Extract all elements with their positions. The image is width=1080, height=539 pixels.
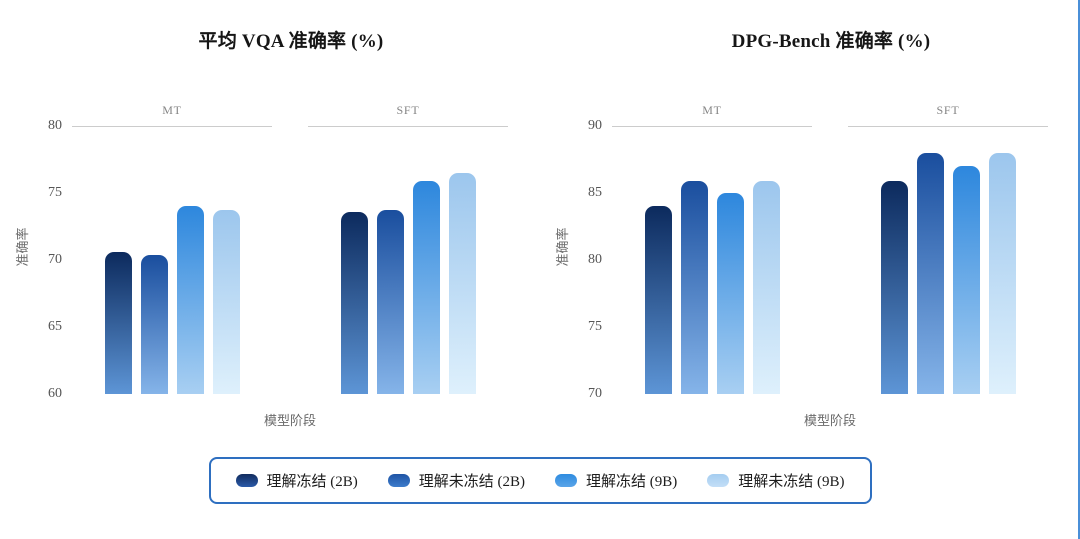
y-tick-label: 75 (48, 185, 62, 200)
charts-row: 平均 VQA 准确率 (%) 准确率 80 75 70 65 60 MT SFT 模型阶段… (0, 0, 1080, 429)
legend-label: 理解未冻结 (9B) (738, 474, 845, 490)
facet-label: SFT (936, 103, 960, 117)
facet-mt: MT (612, 99, 812, 394)
y-axis-title: 准确率 (540, 99, 570, 394)
facet-label: SFT (396, 103, 420, 117)
bar (916, 152, 944, 394)
legend-swatch-icon (235, 474, 258, 487)
legend-label: 理解未冻结 (2B) (418, 474, 525, 490)
bar (176, 206, 204, 394)
bar (104, 252, 132, 394)
y-tick-label: 70 (48, 252, 62, 267)
chart-dpg-bench-accuracy: DPG-Bench 准确率 (%) 准确率 90 85 80 75 70 MT SFT 模… (540, 0, 1080, 429)
bar (680, 180, 708, 394)
chart-body: 准确率 90 85 80 75 70 MT SFT (540, 99, 1080, 401)
facet-mt: MT (72, 99, 272, 394)
plot-area (848, 126, 1048, 394)
legend-label: 理解冻结 (2B) (266, 474, 358, 490)
y-tick-label: 60 (48, 386, 62, 401)
chart-title: 平均 VQA 准确率 (%) (198, 31, 384, 52)
legend: 理解冻结 (2B) 理解未冻结 (2B) 理解冻结 (9B) 理解未冻结 (9B) (208, 457, 872, 504)
legend-item: 理解未冻结 (9B) (707, 470, 845, 491)
facet-label: MT (162, 103, 182, 117)
y-tick-label: 65 (48, 319, 62, 334)
legend-item: 理解冻结 (2B) (235, 470, 358, 491)
bar (988, 152, 1016, 394)
facets: MT SFT (72, 99, 540, 394)
facets: MT SFT (612, 99, 1080, 394)
chart-title: DPG-Bench 准确率 (%) (731, 31, 931, 52)
bar (752, 180, 780, 394)
right-edge-accent (1078, 0, 1080, 539)
chart-avg-vqa-accuracy: 平均 VQA 准确率 (%) 准确率 80 75 70 65 60 MT SFT 模型阶段 (0, 0, 540, 429)
plot-area (308, 126, 508, 394)
y-axis-title: 准确率 (0, 99, 30, 394)
bar (376, 210, 404, 394)
legend-item: 理解冻结 (9B) (555, 470, 677, 491)
bar (448, 172, 476, 394)
y-tick-label: 90 (588, 118, 602, 133)
facet-label: MT (702, 103, 722, 117)
legend-label: 理解冻结 (9B) (586, 474, 678, 490)
bar (212, 210, 240, 394)
bar (340, 211, 368, 394)
bar (140, 254, 168, 394)
plot-wrap: 90 85 80 75 70 MT SFT (566, 99, 1080, 401)
legend-swatch-icon (387, 474, 410, 487)
y-tick-label: 80 (48, 118, 62, 133)
bar (880, 180, 908, 394)
legend-swatch-icon (707, 474, 730, 487)
plot-wrap: 80 75 70 65 60 MT SFT (26, 99, 540, 401)
y-tick-label: 85 (588, 185, 602, 200)
y-axis-ticks: 80 75 70 65 60 (26, 99, 72, 401)
facet-sft: SFT (308, 99, 508, 394)
legend-row: 理解冻结 (2B) 理解未冻结 (2B) 理解冻结 (9B) 理解未冻结 (9B) (0, 457, 1080, 504)
x-axis-title: 模型阶段 (803, 413, 856, 428)
plot-area (72, 126, 272, 394)
y-tick-label: 80 (588, 252, 602, 267)
legend-item: 理解未冻结 (2B) (387, 470, 525, 491)
y-tick-label: 75 (588, 319, 602, 334)
legend-swatch-icon (555, 474, 577, 487)
y-tick-label: 70 (588, 386, 602, 401)
y-axis-ticks: 90 85 80 75 70 (566, 99, 612, 401)
bar (412, 180, 440, 394)
bar (716, 193, 744, 394)
chart-body: 准确率 80 75 70 65 60 MT SFT (0, 99, 540, 401)
bar (952, 166, 980, 394)
plot-area (612, 126, 812, 394)
bar (644, 206, 672, 394)
facet-sft: SFT (848, 99, 1048, 394)
x-axis-title: 模型阶段 (263, 413, 316, 428)
